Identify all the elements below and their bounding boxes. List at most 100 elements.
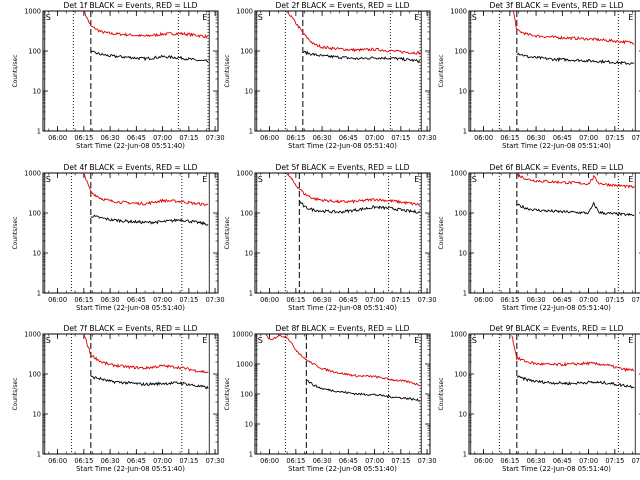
lld-series-line <box>511 335 635 373</box>
x-tick-label: 06:45 <box>127 134 146 142</box>
plot-frame <box>468 333 640 455</box>
y-axis-label: Counts/sec <box>224 54 231 87</box>
chart-panel-3: Det 3f BLACK = Events, RED = LLD 1 10 100 10… <box>438 1 640 150</box>
y-tick-label: 1 <box>37 289 41 297</box>
y-tick-label: 1 <box>37 450 41 458</box>
events-series-line <box>90 50 209 62</box>
x-tick-label: 07:00 <box>365 296 384 304</box>
x-axis-label: Start Time (22-Jun-08 05:51:40) <box>76 465 185 473</box>
y-tick-label: 100 <box>28 47 41 55</box>
end-marker-label: E <box>414 175 419 184</box>
x-tick-label: 06:30 <box>313 296 332 304</box>
y-tick-label: 1000 <box>236 169 253 177</box>
y-tick-label: 1000 <box>24 330 41 338</box>
y-tick-label: 100 <box>454 209 467 217</box>
x-tick-label: 06:45 <box>553 457 572 465</box>
x-tick-label: 06:45 <box>339 134 358 142</box>
x-tick-label: 06:45 <box>127 457 146 465</box>
plot-frame <box>254 333 431 455</box>
y-tick-label: 10 <box>245 420 253 428</box>
y-axis-label: Counts/sec <box>12 54 19 87</box>
x-tick-label: 06:00 <box>260 296 279 304</box>
x-tick-label: 06:00 <box>48 457 67 465</box>
y-tick-label: 1000 <box>24 7 41 15</box>
x-axis-label: Start Time (22-Jun-08 05:51:40) <box>502 142 611 150</box>
end-marker-label: E <box>628 336 633 345</box>
x-tick-label: 06:15 <box>500 296 519 304</box>
chart-title: Det 3f BLACK = Events, RED = LLD <box>490 1 624 10</box>
start-marker-label: S <box>46 13 51 22</box>
plot-frame <box>42 333 219 455</box>
x-tick-label: 06:15 <box>286 296 305 304</box>
y-tick-label: 10 <box>33 410 41 418</box>
x-tick-label: 06:30 <box>527 457 546 465</box>
end-marker-label: E <box>628 13 633 22</box>
lld-series-line <box>83 11 209 39</box>
y-tick-label: 1000 <box>236 360 253 368</box>
x-tick-label: 07:15 <box>391 134 410 142</box>
x-tick-label: 06:45 <box>339 457 358 465</box>
x-tick-label: 06:30 <box>101 457 120 465</box>
x-tick-label: 06:15 <box>500 457 519 465</box>
y-axis-label: Counts/sec <box>12 377 19 410</box>
events-series-line <box>516 201 635 217</box>
x-tick-label: 07:00 <box>153 457 172 465</box>
end-marker-label: E <box>202 13 207 22</box>
x-tick-label: 06:30 <box>527 296 546 304</box>
x-tick-label: 07:30 <box>632 134 640 142</box>
y-axis-label: Counts/sec <box>438 377 445 410</box>
plot-frame <box>42 172 219 294</box>
x-tick-label: 06:30 <box>313 134 332 142</box>
x-tick-label: 06:00 <box>260 134 279 142</box>
start-marker-label: S <box>472 175 477 184</box>
y-tick-label: 100 <box>240 209 253 217</box>
chart-title: Det 6f BLACK = Events, RED = LLD <box>490 163 624 172</box>
y-axis-label: Counts/sec <box>224 216 231 249</box>
chart-title: Det 1f BLACK = Events, RED = LLD <box>64 1 198 10</box>
lld-series-line <box>516 173 635 189</box>
x-axis-label: Start Time (22-Jun-08 05:51:40) <box>288 304 397 312</box>
x-tick-label: 07:30 <box>632 457 640 465</box>
start-marker-label: S <box>258 336 263 345</box>
y-tick-label: 10 <box>245 249 253 257</box>
events-series-line <box>298 200 421 214</box>
x-axis-label: Start Time (22-Jun-08 05:51:40) <box>502 465 611 473</box>
x-tick-label: 07:30 <box>206 296 225 304</box>
y-tick-label: 10 <box>245 87 253 95</box>
events-series-line <box>90 375 209 390</box>
start-marker-label: S <box>46 336 51 345</box>
y-tick-label: 100 <box>240 47 253 55</box>
y-tick-label: 1000 <box>236 7 253 15</box>
x-tick-label: 06:00 <box>48 134 67 142</box>
y-tick-label: 10000 <box>232 330 253 338</box>
events-series-line <box>306 379 421 402</box>
chart-panel-1: Det 1f BLACK = Events, RED = LLD 1 10 100 10… <box>12 1 225 150</box>
y-tick-label: 1000 <box>450 169 467 177</box>
x-axis-label: Start Time (22-Jun-08 05:51:40) <box>502 304 611 312</box>
x-tick-label: 06:15 <box>74 457 93 465</box>
end-marker-label: E <box>414 13 419 22</box>
chart-panel-9: Det 9f BLACK = Events, RED = LLD 1 10 100 10… <box>438 324 640 473</box>
x-tick-label: 07:15 <box>179 457 198 465</box>
events-series-line <box>516 52 635 65</box>
end-marker-label: E <box>202 175 207 184</box>
x-tick-label: 06:45 <box>127 296 146 304</box>
chart-panel-5: Det 5f BLACK = Events, RED = LLD 1 10 100 10… <box>224 163 437 312</box>
y-tick-label: 100 <box>28 209 41 217</box>
y-tick-label: 1 <box>463 450 467 458</box>
x-tick-label: 07:15 <box>391 296 410 304</box>
y-tick-label: 1 <box>37 127 41 135</box>
x-tick-label: 06:45 <box>339 296 358 304</box>
lld-series-line <box>83 334 209 374</box>
events-series-line <box>302 50 421 64</box>
x-tick-label: 06:30 <box>313 457 332 465</box>
y-tick-label: 1 <box>463 289 467 297</box>
x-tick-label: 06:00 <box>260 457 279 465</box>
x-tick-label: 07:30 <box>632 296 640 304</box>
y-tick-label: 100 <box>28 370 41 378</box>
end-marker-label: E <box>414 336 419 345</box>
x-tick-label: 07:00 <box>579 296 598 304</box>
y-tick-label: 1 <box>249 450 253 458</box>
start-marker-label: S <box>46 175 51 184</box>
